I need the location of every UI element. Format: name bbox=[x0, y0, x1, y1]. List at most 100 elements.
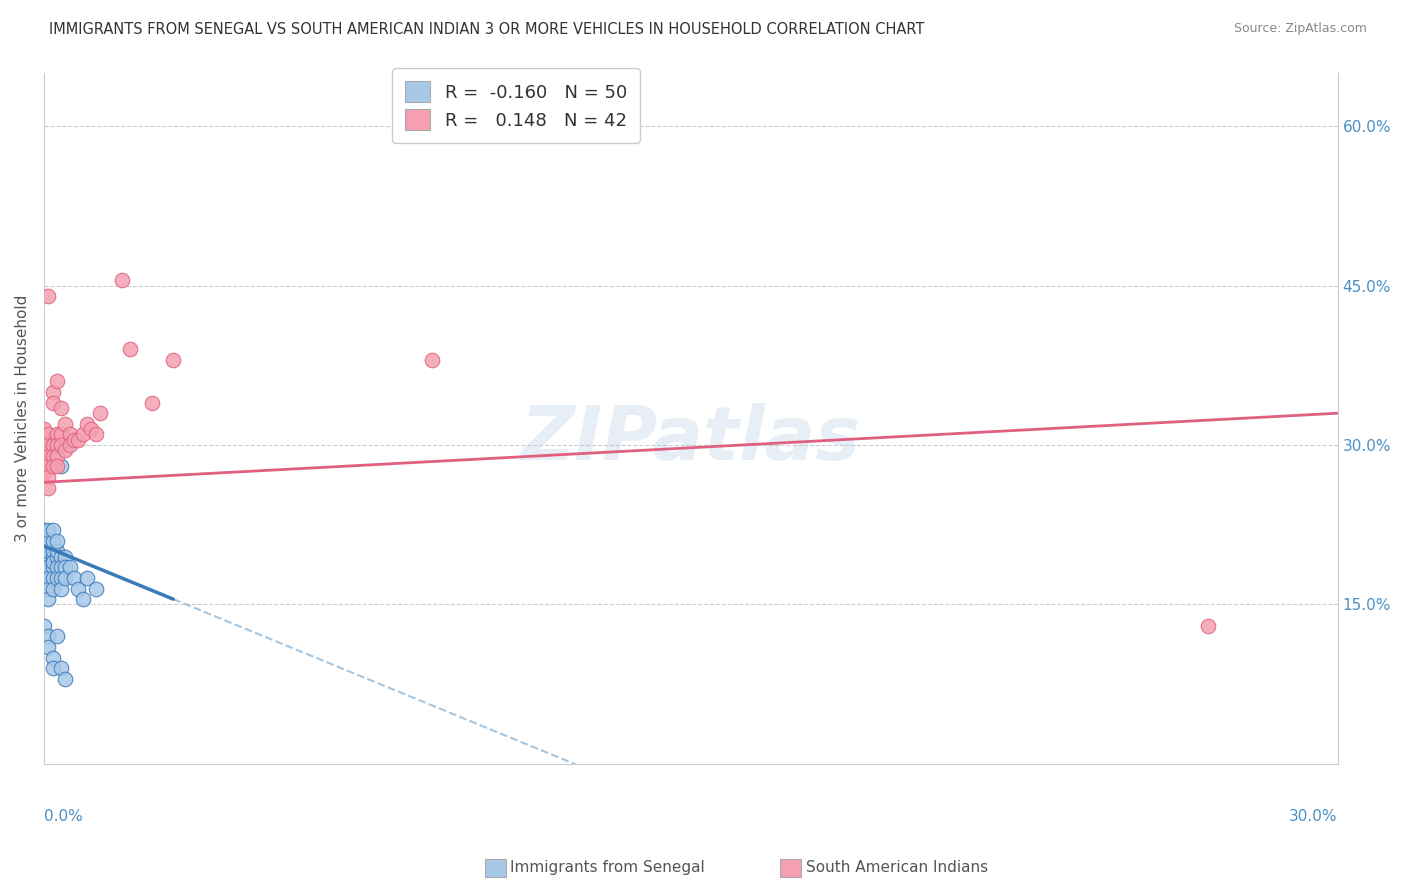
Point bbox=[49, 571, 72, 585]
Point bbox=[49, 427, 72, 442]
Point bbox=[59, 438, 82, 452]
Point bbox=[37, 459, 59, 474]
Point bbox=[41, 549, 63, 564]
Legend: R =  -0.160   N = 50, R =   0.148   N = 42: R = -0.160 N = 50, R = 0.148 N = 42 bbox=[392, 69, 640, 143]
Point bbox=[110, 273, 132, 287]
Point bbox=[37, 592, 59, 607]
Point bbox=[55, 443, 77, 458]
Point bbox=[41, 582, 63, 596]
Point bbox=[41, 438, 63, 452]
Text: Immigrants from Senegal: Immigrants from Senegal bbox=[510, 861, 706, 875]
Point bbox=[37, 539, 59, 553]
Point bbox=[41, 523, 63, 537]
Point bbox=[41, 384, 63, 399]
Point bbox=[45, 560, 67, 574]
Point bbox=[59, 560, 82, 574]
Point bbox=[45, 629, 67, 643]
Text: 0.0%: 0.0% bbox=[44, 809, 83, 823]
Point bbox=[41, 449, 63, 463]
Point bbox=[72, 592, 94, 607]
Text: IMMIGRANTS FROM SENEGAL VS SOUTH AMERICAN INDIAN 3 OR MORE VEHICLES IN HOUSEHOLD: IMMIGRANTS FROM SENEGAL VS SOUTH AMERICA… bbox=[49, 22, 925, 37]
Point bbox=[141, 395, 163, 409]
Point bbox=[45, 533, 67, 548]
Point bbox=[32, 549, 55, 564]
Point bbox=[67, 582, 90, 596]
Text: Source: ZipAtlas.com: Source: ZipAtlas.com bbox=[1233, 22, 1367, 36]
Point bbox=[37, 560, 59, 574]
Point bbox=[41, 560, 63, 574]
Point bbox=[55, 560, 77, 574]
Point bbox=[41, 555, 63, 569]
Point bbox=[420, 353, 443, 368]
Point bbox=[80, 422, 103, 436]
Point bbox=[37, 481, 59, 495]
Point bbox=[120, 343, 142, 357]
Point bbox=[55, 571, 77, 585]
Point bbox=[41, 533, 63, 548]
Point bbox=[32, 433, 55, 447]
Point bbox=[63, 571, 86, 585]
Point bbox=[32, 422, 55, 436]
Point bbox=[32, 560, 55, 574]
Point bbox=[49, 661, 72, 675]
Point bbox=[37, 533, 59, 548]
Point bbox=[55, 549, 77, 564]
Point bbox=[49, 459, 72, 474]
Point bbox=[76, 571, 98, 585]
Point bbox=[37, 582, 59, 596]
Point bbox=[37, 544, 59, 558]
Point bbox=[45, 375, 67, 389]
Point bbox=[37, 549, 59, 564]
Text: South American Indians: South American Indians bbox=[806, 861, 988, 875]
Point bbox=[45, 427, 67, 442]
Point bbox=[37, 528, 59, 542]
Point bbox=[49, 560, 72, 574]
Point bbox=[41, 571, 63, 585]
Point bbox=[84, 427, 107, 442]
Point bbox=[45, 571, 67, 585]
Point bbox=[32, 523, 55, 537]
Text: 30.0%: 30.0% bbox=[1289, 809, 1337, 823]
Point bbox=[45, 459, 67, 474]
Point bbox=[37, 470, 59, 484]
Point bbox=[32, 454, 55, 468]
Point bbox=[55, 672, 77, 686]
Point bbox=[41, 650, 63, 665]
Point bbox=[84, 582, 107, 596]
Text: ZIPatlas: ZIPatlas bbox=[520, 403, 860, 475]
Point bbox=[32, 618, 55, 632]
Point bbox=[45, 438, 67, 452]
Point bbox=[45, 549, 67, 564]
Point bbox=[37, 523, 59, 537]
Point bbox=[76, 417, 98, 431]
Point bbox=[55, 417, 77, 431]
Point bbox=[41, 661, 63, 675]
Point bbox=[89, 406, 111, 420]
Point bbox=[49, 549, 72, 564]
Point bbox=[37, 438, 59, 452]
Point bbox=[59, 427, 82, 442]
Point bbox=[162, 353, 184, 368]
Point bbox=[45, 544, 67, 558]
Point bbox=[41, 395, 63, 409]
Point bbox=[67, 433, 90, 447]
Point bbox=[41, 544, 63, 558]
Point bbox=[32, 544, 55, 558]
Point bbox=[72, 427, 94, 442]
Point bbox=[37, 640, 59, 654]
Point bbox=[32, 533, 55, 548]
Point bbox=[49, 582, 72, 596]
Point bbox=[1197, 618, 1219, 632]
Point bbox=[63, 433, 86, 447]
Point bbox=[41, 459, 63, 474]
Point bbox=[49, 401, 72, 415]
Y-axis label: 3 or more Vehicles in Household: 3 or more Vehicles in Household bbox=[15, 295, 30, 542]
Point bbox=[32, 443, 55, 458]
Point bbox=[37, 427, 59, 442]
Point bbox=[45, 449, 67, 463]
Point bbox=[37, 571, 59, 585]
Point bbox=[37, 289, 59, 303]
Point bbox=[37, 449, 59, 463]
Point bbox=[37, 629, 59, 643]
Point bbox=[32, 465, 55, 479]
